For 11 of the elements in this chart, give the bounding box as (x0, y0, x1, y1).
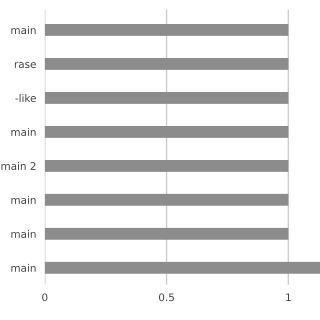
y-tick-label: main (11, 128, 36, 136)
x-tick-label: 1 (286, 293, 291, 302)
y-tick-label: main (11, 196, 36, 204)
x-tick-label: 0 (42, 293, 48, 302)
y-tick-label: rase (14, 62, 36, 68)
y-tick-label: main (11, 264, 36, 272)
y-tick-label: main (11, 26, 36, 34)
x-tick-label: 0.5 (158, 293, 174, 302)
y-tick-label: -like (15, 94, 36, 102)
y-tick-label: main 2 (1, 162, 36, 170)
y-tick-label: main (11, 230, 36, 238)
